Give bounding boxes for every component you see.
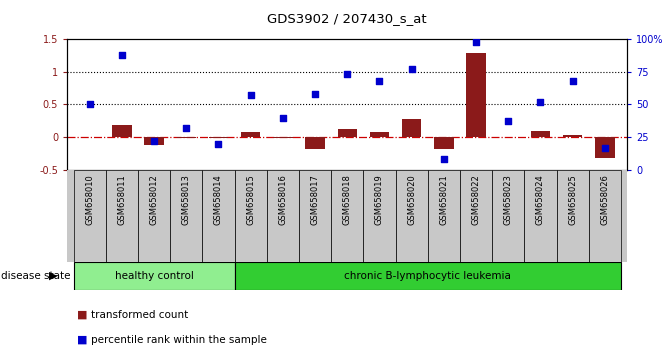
Text: GSM658023: GSM658023 bbox=[504, 175, 513, 225]
Text: GSM658016: GSM658016 bbox=[278, 175, 287, 225]
Bar bbox=[563, 135, 582, 137]
Text: GSM658026: GSM658026 bbox=[601, 175, 609, 225]
Text: GSM658010: GSM658010 bbox=[85, 175, 94, 225]
Point bbox=[567, 78, 578, 84]
Bar bbox=[427, 170, 460, 262]
Point bbox=[149, 138, 160, 144]
Bar bbox=[492, 170, 524, 262]
Text: GSM658024: GSM658024 bbox=[536, 175, 545, 225]
Bar bbox=[273, 137, 293, 138]
Bar bbox=[305, 137, 325, 149]
Bar bbox=[112, 125, 132, 137]
Point bbox=[470, 39, 481, 44]
Bar bbox=[331, 170, 363, 262]
Bar bbox=[395, 170, 427, 262]
Bar bbox=[203, 170, 235, 262]
Point bbox=[374, 78, 384, 84]
Point bbox=[342, 72, 353, 77]
Bar bbox=[235, 262, 621, 290]
Bar bbox=[370, 132, 389, 137]
Text: chronic B-lymphocytic leukemia: chronic B-lymphocytic leukemia bbox=[344, 271, 511, 281]
Text: percentile rank within the sample: percentile rank within the sample bbox=[91, 335, 266, 345]
Bar bbox=[402, 120, 421, 137]
Bar bbox=[588, 170, 621, 262]
Bar bbox=[434, 137, 454, 149]
Bar bbox=[241, 132, 260, 137]
Point bbox=[117, 52, 127, 57]
Text: GSM658019: GSM658019 bbox=[375, 175, 384, 225]
Text: GSM658021: GSM658021 bbox=[440, 175, 448, 225]
Bar bbox=[106, 170, 138, 262]
Bar bbox=[556, 170, 588, 262]
Point bbox=[503, 119, 513, 124]
Point bbox=[278, 115, 289, 120]
Bar bbox=[176, 137, 196, 138]
Text: GSM658020: GSM658020 bbox=[407, 175, 416, 225]
Text: ■: ■ bbox=[77, 335, 88, 345]
Bar bbox=[235, 170, 267, 262]
Bar bbox=[595, 137, 615, 158]
Bar bbox=[299, 170, 331, 262]
Text: ▶: ▶ bbox=[48, 271, 57, 281]
Point bbox=[213, 141, 224, 147]
Bar bbox=[209, 137, 228, 138]
Bar bbox=[138, 170, 170, 262]
Text: healthy control: healthy control bbox=[115, 271, 193, 281]
Text: GSM658025: GSM658025 bbox=[568, 175, 577, 225]
Point bbox=[535, 99, 546, 105]
Text: GSM658015: GSM658015 bbox=[246, 175, 255, 225]
Text: GSM658018: GSM658018 bbox=[343, 175, 352, 225]
Text: GDS3902 / 207430_s_at: GDS3902 / 207430_s_at bbox=[268, 12, 427, 25]
Text: GSM658011: GSM658011 bbox=[117, 175, 126, 225]
Text: disease state: disease state bbox=[1, 271, 71, 281]
Text: GSM658022: GSM658022 bbox=[472, 175, 480, 225]
Point bbox=[181, 125, 192, 131]
Bar bbox=[144, 137, 164, 145]
Bar bbox=[460, 170, 492, 262]
Point bbox=[438, 156, 449, 162]
Bar bbox=[74, 262, 235, 290]
Bar bbox=[363, 170, 395, 262]
Bar bbox=[338, 129, 357, 137]
Text: GSM658012: GSM658012 bbox=[150, 175, 158, 225]
Point bbox=[599, 145, 610, 150]
Point bbox=[310, 91, 321, 97]
Point bbox=[246, 92, 256, 98]
Bar bbox=[531, 131, 550, 137]
Bar bbox=[466, 53, 486, 137]
Text: transformed count: transformed count bbox=[91, 310, 188, 320]
Text: GSM658014: GSM658014 bbox=[214, 175, 223, 225]
Text: GSM658017: GSM658017 bbox=[311, 175, 319, 225]
Text: GSM658013: GSM658013 bbox=[182, 175, 191, 225]
Text: ■: ■ bbox=[77, 310, 88, 320]
Bar bbox=[267, 170, 299, 262]
Point bbox=[85, 102, 95, 107]
Bar bbox=[74, 170, 106, 262]
Bar bbox=[170, 170, 203, 262]
Bar bbox=[524, 170, 556, 262]
Point bbox=[406, 66, 417, 72]
